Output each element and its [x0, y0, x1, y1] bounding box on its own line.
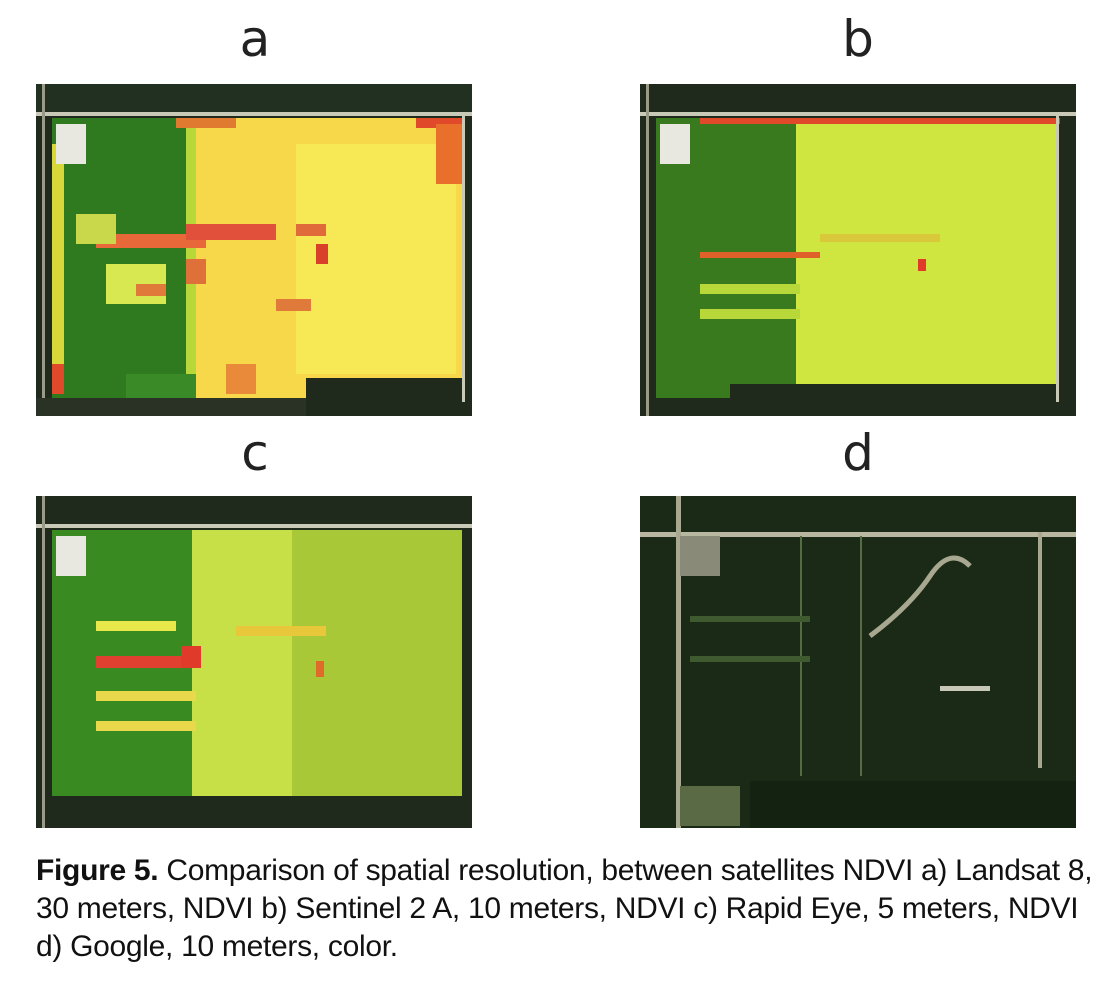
panel-label-d: d — [842, 424, 874, 482]
figure-caption: Figure 5. Comparison of spatial resoluti… — [36, 852, 1096, 966]
panel-a-landsat8-ndvi — [36, 84, 472, 416]
caption-text: Comparison of spatial resolution, betwee… — [36, 854, 1093, 963]
panel-label-b: b — [842, 10, 874, 68]
caption-figure-number: Figure 5. — [36, 854, 159, 887]
panel-label-c: c — [241, 424, 269, 482]
panel-c-rapideye-ndvi — [36, 496, 472, 828]
panel-label-a: a — [239, 10, 271, 68]
panel-b-sentinel2a-ndvi — [640, 84, 1076, 416]
panel-d-google-color — [640, 496, 1076, 828]
